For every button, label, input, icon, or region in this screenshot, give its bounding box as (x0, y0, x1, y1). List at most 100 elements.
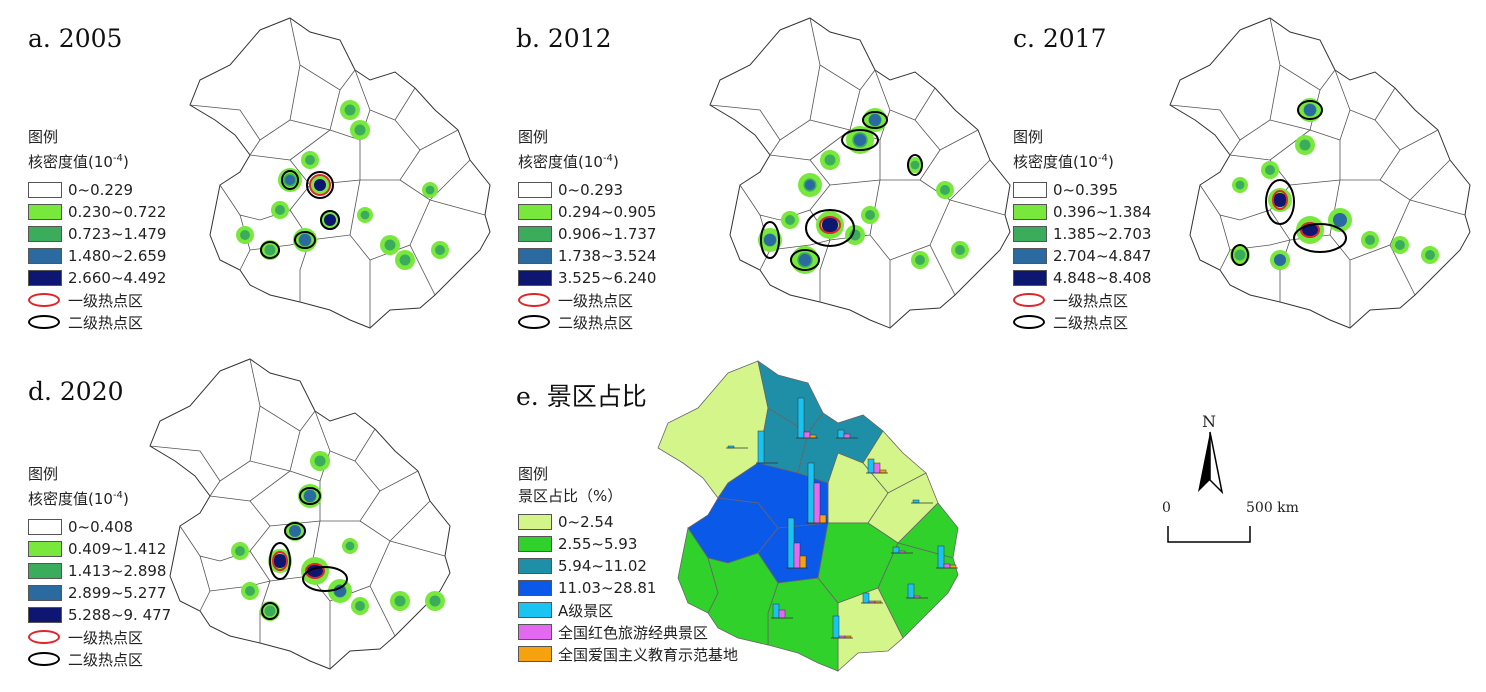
kernel-density-map (149, 358, 451, 670)
legend-class-label: 0.396~1.384 (1053, 203, 1152, 221)
hotspot-level2-ellipse (841, 129, 879, 151)
legend-swatch (1013, 270, 1047, 286)
hotspot-level2-ellipse (320, 210, 340, 230)
province-boundary (389, 540, 446, 557)
legend-hot2: 二级热点区 (1013, 311, 1151, 333)
legend-swatch (28, 248, 62, 264)
legend-heading: 图例 (1013, 128, 1044, 146)
hotspot-level2-ellipse (907, 154, 923, 176)
hotspot-level2-ellipse (299, 487, 321, 505)
legend-class-4: 2.704~4.847 (1013, 245, 1151, 267)
density-blob-core (235, 546, 245, 556)
share-bar (943, 563, 951, 569)
province-boundary (149, 445, 221, 497)
share-bar (949, 564, 957, 569)
legend-class-2: 0.230~0.722 (28, 201, 166, 223)
hotspot-level1-ellipse (1272, 190, 1288, 210)
legend-share-class: 2.55~5.93 (518, 533, 738, 555)
province-boundary (409, 244, 436, 296)
hotspot-level2-ellipse (281, 170, 299, 190)
legend-heading: 图例 (518, 465, 549, 483)
map-outline (709, 17, 1011, 329)
density-peak (299, 234, 311, 246)
province-boundary (949, 199, 1006, 216)
province-boundary (249, 470, 291, 502)
legend-class-4: 1.480~2.659 (28, 245, 166, 267)
legend-class-1: 0~0.395 (1013, 179, 1151, 201)
legend-class-3: 0.723~1.479 (28, 223, 166, 245)
density-blob-core (1234, 249, 1246, 261)
province-boundary (1169, 104, 1241, 156)
panel-a: a. 2005 图例核密度值(10-4) 0~0.229 0.230~0.722 0.… (0, 0, 495, 345)
legend-share-class: 0~2.54 (518, 511, 738, 533)
share-bar (787, 517, 795, 569)
density-peak (764, 234, 776, 246)
legend-swatch (518, 602, 552, 618)
density-blob-core (1425, 250, 1435, 260)
kernel-density-map (709, 17, 1011, 329)
density-blob-core (425, 185, 435, 195)
legend-class-label: 0.906~1.737 (558, 225, 657, 243)
density-peak (854, 134, 866, 146)
legend-swatch (1013, 182, 1047, 198)
province-boundary (189, 104, 261, 156)
province-region (767, 577, 839, 672)
province-boundary (709, 104, 781, 156)
legend-share-class: 11.03~28.81 (518, 577, 738, 599)
hotspot-level2-ellipse (302, 566, 348, 592)
scale-end: 500 km (1246, 500, 1299, 516)
density-blob-core (354, 124, 366, 136)
hotspot-level1-ellipse (309, 174, 331, 196)
legend-swatch (518, 204, 552, 220)
legend-swatch (518, 536, 552, 552)
legend-hot1: 一级热点区 (28, 289, 166, 311)
legend-swatch (1013, 226, 1047, 242)
legend-swatch (518, 270, 552, 286)
hotspot-level2-ellipse (269, 542, 291, 580)
legend-class-1: 0~0.229 (28, 179, 166, 201)
density-peak (314, 179, 326, 191)
legend-bar-series: 全国红色旅游经典景区 (518, 621, 738, 643)
density-blob-core (360, 210, 370, 220)
legend-class-label: 0~0.408 (68, 518, 134, 536)
share-bar (799, 555, 807, 569)
share-bar (813, 482, 821, 524)
density-peak (304, 490, 316, 502)
density-blob-core (1265, 165, 1275, 175)
legend-heading: 图例 (28, 128, 59, 146)
legend-class-4: 2.899~5.277 (28, 582, 171, 604)
density-blob-core (1235, 180, 1245, 190)
map-outline (149, 358, 451, 670)
hotspot-ellipse-icon (518, 315, 550, 329)
share-bar (873, 462, 881, 474)
province-boundary (1409, 199, 1466, 216)
legend-bar-series: A级景区 (518, 599, 738, 621)
density-blob-core (429, 595, 441, 607)
density-peak (822, 217, 838, 233)
hotspot-ellipse-icon (518, 293, 550, 307)
panel-c: c. 2017 图例 核密度值(10-4) 0~0.395 0.396~1.384 1.… (985, 0, 1486, 345)
legend-subheading: 核密度值(10-4) (28, 153, 129, 171)
panel-title: b. 2012 (516, 24, 612, 53)
hotspot-ellipse-icon (1013, 315, 1045, 329)
province-boundary (769, 239, 831, 251)
panel-title: a. 2005 (28, 24, 123, 53)
hotspot-level2-ellipse (284, 522, 306, 540)
legend-swatch (28, 182, 62, 198)
legend-class-label: 2.660~4.492 (68, 269, 167, 287)
density-peak (1274, 254, 1286, 266)
legend-class-label: 3.525~6.240 (558, 269, 657, 287)
legend-class-label: 2.899~5.277 (68, 584, 167, 602)
legend-swatch (518, 558, 552, 574)
province-boundary (1269, 17, 1336, 91)
density-blob-core (245, 586, 255, 596)
share-bar (832, 615, 840, 639)
legend-class-label: 1.480~2.659 (68, 247, 167, 265)
legend-swatch (28, 226, 62, 242)
province-boundary (809, 17, 876, 91)
hotspot-level2-ellipse (260, 241, 280, 259)
panel-e: e. 景区占比 图例 景区占比（%） 0~2.54 2.55~5.93 5.94~11.… (490, 345, 985, 692)
legend-swatch (518, 646, 552, 662)
density-blob-core (915, 255, 925, 265)
legend-subheading: 景区占比（%） (518, 487, 623, 505)
